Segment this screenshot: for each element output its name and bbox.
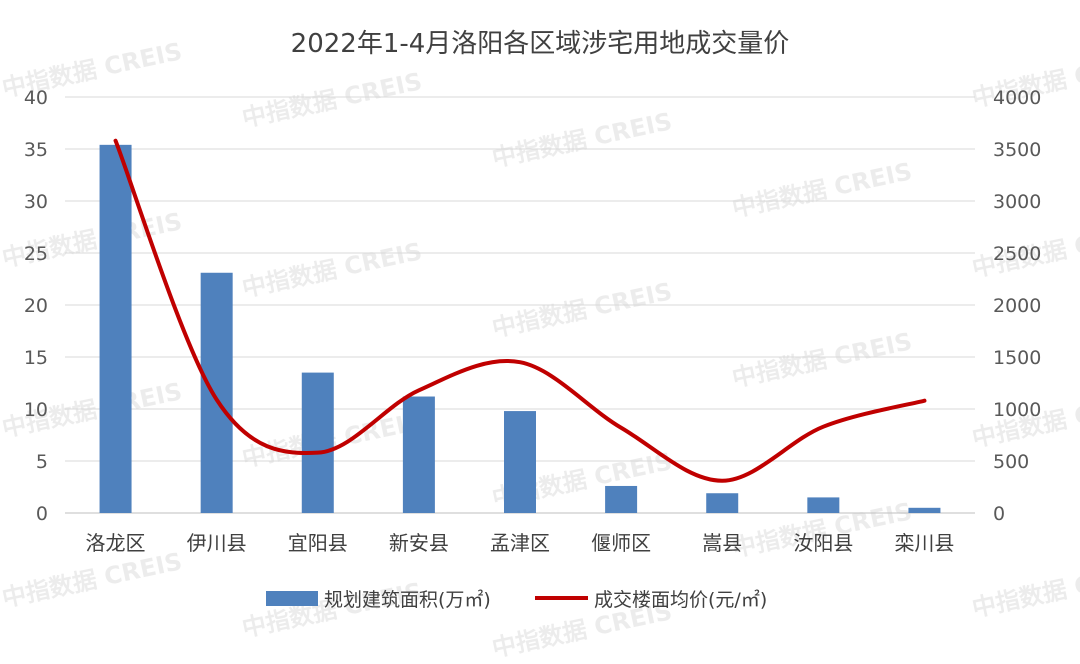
left-tick-label: 0 (36, 503, 48, 525)
right-tick-label: 0 (993, 503, 1005, 525)
legend-line-label: 成交楼面均价(元/㎡) (594, 588, 767, 611)
category-label: 洛龙区 (86, 531, 146, 555)
legend-bar-label: 规划建筑面积(万㎡) (324, 588, 491, 611)
left-tick-label: 10 (24, 399, 48, 421)
left-tick-label: 5 (36, 451, 48, 473)
category-label: 汝阳县 (793, 531, 853, 555)
category-label: 嵩县 (702, 531, 742, 555)
bar (504, 411, 536, 513)
category-label: 偃师区 (591, 531, 651, 555)
bar (706, 493, 739, 513)
chart: 2022年1-4月洛阳各区域涉宅用地成交量价 0 5 10 15 20 25 30 35 40 0 5… (24, 29, 1042, 611)
left-tick-label: 30 (24, 191, 48, 213)
bar (402, 396, 435, 513)
left-tick-label: 15 (24, 347, 48, 369)
right-tick-label: 3500 (993, 139, 1041, 161)
right-tick-label: 500 (993, 451, 1029, 473)
category-label: 伊川县 (187, 531, 247, 555)
bar (908, 507, 941, 513)
left-tick-label: 40 (24, 87, 48, 109)
category-label: 新安县 (389, 531, 449, 555)
bar (605, 485, 638, 513)
right-tick-label: 4000 (993, 87, 1041, 109)
right-tick-label: 3000 (993, 191, 1041, 213)
price-line (113, 138, 927, 483)
category-label: 栾川县 (894, 531, 954, 555)
right-tick-label: 1000 (993, 399, 1041, 421)
category-label: 宜阳县 (288, 531, 348, 555)
right-tick-label: 1500 (993, 347, 1041, 369)
bar (301, 372, 334, 513)
right-tick-label: 2000 (993, 295, 1041, 317)
chart-title: 2022年1-4月洛阳各区域涉宅用地成交量价 (291, 29, 790, 59)
right-tick-label: 2500 (993, 243, 1041, 265)
bar (200, 272, 233, 513)
bar (807, 497, 840, 513)
left-tick-label: 20 (24, 295, 48, 317)
category-label: 孟津区 (490, 531, 550, 555)
bar (99, 144, 132, 513)
legend-bar-swatch (266, 591, 318, 606)
left-tick-label: 35 (24, 139, 48, 161)
left-tick-label: 25 (24, 243, 48, 265)
